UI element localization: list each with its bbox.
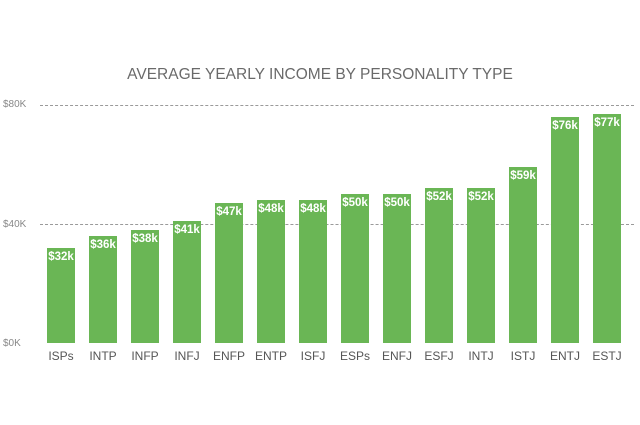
x-tick-label: ENTP bbox=[254, 349, 287, 363]
chart-title: AVERAGE YEARLY INCOME BY PERSONALITY TYP… bbox=[127, 66, 513, 83]
y-tick-0k: $0K bbox=[3, 338, 21, 349]
bar-value-label: $36k bbox=[90, 238, 116, 251]
x-tick-label: ENFJ bbox=[382, 349, 412, 363]
bar-value-label: $48k bbox=[300, 203, 326, 216]
bar-value-label: $77k bbox=[594, 116, 620, 129]
bar-enfp: $47k bbox=[215, 203, 243, 343]
bar-value-label: $41k bbox=[174, 224, 200, 237]
x-tick-label: INFJ bbox=[174, 349, 200, 363]
bar-value-label: $38k bbox=[132, 232, 158, 245]
bar-entp: $48k bbox=[257, 200, 285, 343]
bar-value-label: $52k bbox=[468, 191, 494, 204]
x-tick-label: ESTJ bbox=[592, 349, 622, 363]
gridline-80k bbox=[40, 105, 634, 106]
bar-value-label: $48k bbox=[258, 203, 284, 216]
bar-value-label: $59k bbox=[510, 170, 536, 183]
bar-entj: $76k bbox=[551, 116, 579, 343]
x-tick-label: ISTJ bbox=[510, 349, 536, 363]
y-tick-80k: $80K bbox=[3, 99, 27, 110]
gridline-40k bbox=[40, 224, 634, 225]
x-tick-label: ESPs bbox=[339, 349, 370, 363]
x-tick-label: INFP bbox=[131, 349, 159, 363]
x-tick-label: ENTJ bbox=[550, 349, 580, 363]
bar-esfj: $52k bbox=[425, 188, 453, 343]
bar-istj: $59k bbox=[509, 167, 537, 343]
x-tick-label: ISPs bbox=[48, 349, 74, 363]
bar-value-label: $76k bbox=[552, 119, 578, 132]
bar-isfj: $48k bbox=[299, 200, 327, 343]
bar-intp: $36k bbox=[89, 235, 117, 343]
bar-enfj: $50k bbox=[383, 194, 411, 343]
bar-infp: $38k bbox=[131, 229, 159, 343]
y-tick-40k: $40K bbox=[3, 219, 27, 230]
x-tick-label: INTJ bbox=[468, 349, 494, 363]
x-tick-label: ESFJ bbox=[424, 349, 454, 363]
bar-isps: $32k bbox=[47, 247, 75, 343]
bar-value-label: $50k bbox=[342, 197, 368, 210]
bar-value-label: $47k bbox=[216, 206, 242, 219]
bar-estj: $77k bbox=[593, 113, 621, 343]
x-tick-label: INTP bbox=[89, 349, 117, 363]
x-tick-label: ISFJ bbox=[300, 349, 326, 363]
bar-infj: $41k bbox=[173, 221, 201, 343]
bar-value-label: $50k bbox=[384, 197, 410, 210]
x-tick-label: ENFP bbox=[212, 349, 245, 363]
bar-value-label: $32k bbox=[48, 250, 74, 263]
bar-intj: $52k bbox=[467, 188, 495, 343]
bar-value-label: $52k bbox=[426, 191, 452, 204]
bar-esps: $50k bbox=[341, 194, 369, 343]
